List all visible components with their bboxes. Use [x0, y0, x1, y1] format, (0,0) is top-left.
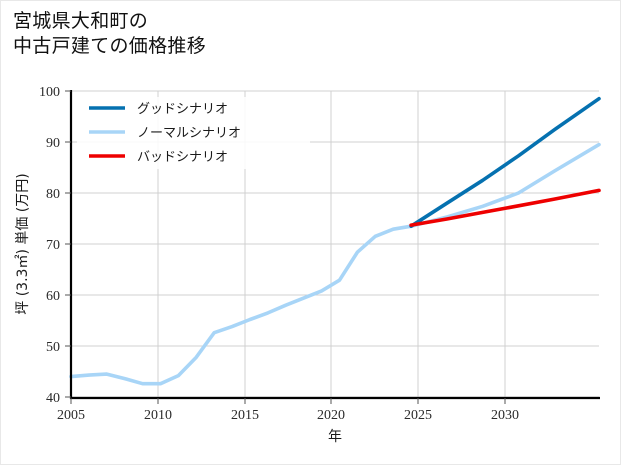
- x-tick-label: 2025: [404, 408, 432, 423]
- series-line-normal: [69, 142, 601, 386]
- x-tick-marks: [70, 398, 506, 404]
- x-tick-label: 2020: [317, 408, 345, 423]
- y-axis-title: 坪 (3.3㎡) 単価 (万円): [15, 173, 31, 314]
- series-line-bad: [409, 188, 601, 227]
- x-tick-label: 2010: [144, 408, 172, 423]
- x-tick-label: 2015: [231, 408, 259, 423]
- x-tick-labels: 2005 2010 2015 2020 2025 2030: [57, 408, 519, 423]
- x-tick-label: 2005: [57, 408, 85, 423]
- y-tick-label: 80: [46, 187, 60, 202]
- y-tick-label: 50: [46, 340, 60, 355]
- x-tick-label: 2030: [491, 408, 519, 423]
- y-tick-labels: 100 90 80 70 60 50 40: [39, 85, 60, 406]
- chart-title: 宮城県大和町の 中古戸建ての価格推移: [13, 10, 207, 57]
- y-tick-label: 60: [46, 289, 60, 304]
- x-axis-title: 年: [328, 429, 342, 445]
- series-line-good: [409, 96, 601, 228]
- y-tick-marks: [65, 90, 71, 398]
- y-tick-label: 40: [46, 391, 60, 406]
- y-tick-label: 100: [39, 85, 60, 100]
- legend-label-good: グッドシナリオ: [137, 102, 228, 117]
- chart-legend: グッドシナリオ ノーマルシナリオ バッドシナリオ: [77, 97, 310, 169]
- y-tick-label: 70: [46, 238, 60, 253]
- y-tick-label: 90: [46, 136, 60, 151]
- legend-label-normal: ノーマルシナリオ: [137, 126, 241, 141]
- legend-label-bad: バッドシナリオ: [137, 150, 228, 165]
